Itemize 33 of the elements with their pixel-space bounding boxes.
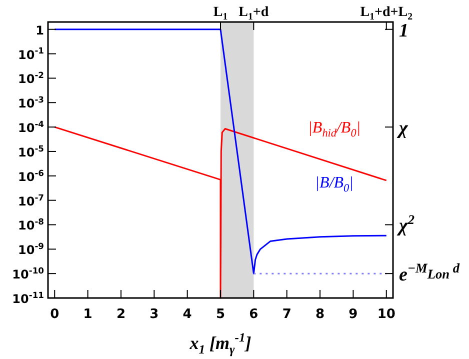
x-axis-title: x$_{1}$ [m$_{γ}$$^{-1}$]	[188, 330, 252, 356]
y-tick-label: 10$^{-9}$	[18, 241, 44, 258]
x-tick-label: 2	[116, 307, 126, 322]
y-tick-label: 10$^{-1}$	[18, 46, 44, 62]
y-tick-label: 10$^{-11}$	[12, 290, 44, 306]
series-label: |B$_{hid}$/B$_{0}$|	[308, 119, 361, 140]
ref-line-label: L$_{1}$	[213, 5, 228, 22]
y-tick-label: 10$^{-10}$	[12, 266, 44, 282]
ref-line-label: L$_{1}$+d	[238, 5, 269, 22]
y-tick-label: 10$^{-5}$	[18, 143, 44, 160]
x-tick-label: 4	[182, 307, 192, 322]
line-series	[54, 28, 388, 274]
y-tick-label: 10$^{-7}$	[18, 192, 44, 208]
x-tick-label: 6	[249, 307, 258, 322]
x-tick-label: 9	[348, 307, 358, 322]
x-tick-label: 1	[83, 307, 92, 322]
y-tick-label: 1	[36, 23, 44, 38]
text: |B/B$_{0}$|	[315, 174, 354, 195]
y-tick-label: 10$^{-3}$	[18, 94, 44, 111]
ref-line-label: L$_{1}$+d+L$_{2}$	[360, 5, 413, 22]
x-tick-label: 10	[377, 307, 396, 322]
ref-line-label: 1	[399, 20, 408, 42]
x-tick-label: 0	[50, 307, 60, 322]
y-tick-label: 10$^{-2}$	[18, 70, 44, 86]
x-tick-label: 7	[282, 307, 292, 322]
ref-line-label: χ	[396, 118, 409, 140]
x-tick-label: 8	[315, 307, 325, 322]
y-tick-label: 10$^{-8}$	[18, 216, 44, 233]
ref-line-label: χ$^{2}$	[396, 212, 415, 237]
x-tick-label: 5	[216, 307, 226, 322]
y-tick-label: 10$^{-4}$	[18, 119, 44, 136]
x-tick-label: 3	[150, 307, 159, 322]
y-tick-label: 10$^{-6}$	[18, 168, 44, 184]
